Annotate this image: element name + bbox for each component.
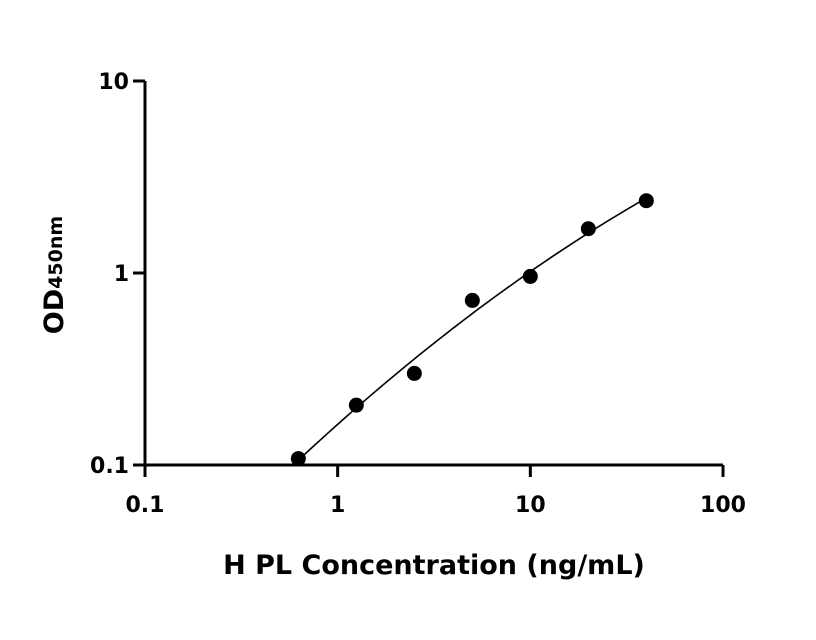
x-ticks: 0.1 1 10 100 — [126, 465, 746, 518]
data-point — [348, 397, 364, 413]
y-ticks: 0.1 1 10 — [90, 70, 145, 479]
x-tick-label: 1 — [330, 493, 345, 518]
y-tick-label: 0.1 — [90, 454, 129, 479]
fit-curve — [297, 197, 647, 461]
x-axis-title: H PL Concentration (ng/mL) — [223, 550, 645, 581]
y-axis-title-sub: 450nm — [45, 216, 67, 289]
y-axis-title-main: OD — [39, 289, 70, 334]
data-points — [290, 193, 654, 467]
data-point — [580, 221, 596, 237]
y-axis-title-group: OD450nm — [39, 216, 70, 334]
data-point — [406, 365, 422, 381]
y-tick-label: 1 — [114, 262, 129, 287]
y-axis-title: OD450nm — [39, 216, 70, 334]
data-point — [638, 193, 654, 209]
x-tick-label: 100 — [700, 493, 746, 518]
axes — [143, 81, 723, 467]
data-point — [290, 451, 306, 467]
data-point — [464, 292, 480, 308]
x-tick-label: 0.1 — [126, 493, 165, 518]
x-tick-label: 10 — [515, 493, 546, 518]
data-point — [522, 268, 538, 284]
y-tick-label: 10 — [98, 70, 129, 95]
